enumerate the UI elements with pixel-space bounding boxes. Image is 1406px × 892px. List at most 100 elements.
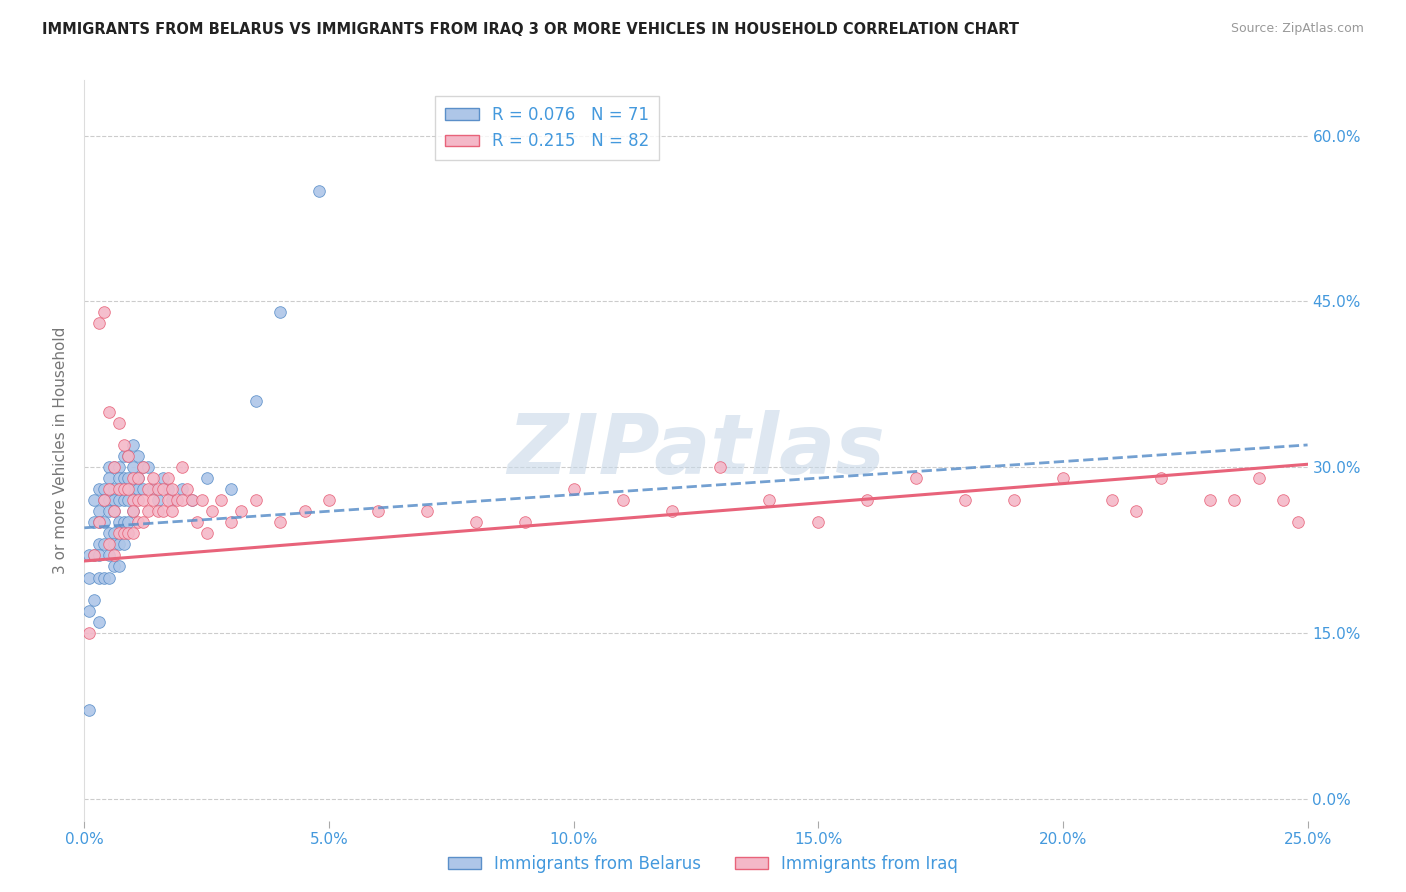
Point bbox=[709, 460, 731, 475]
Point bbox=[87, 537, 110, 551]
Point bbox=[367, 504, 389, 518]
Point bbox=[122, 504, 145, 518]
Point bbox=[612, 493, 634, 508]
Point bbox=[122, 438, 145, 452]
Point bbox=[103, 549, 125, 563]
Point bbox=[122, 504, 145, 518]
Point bbox=[1002, 493, 1025, 508]
Point bbox=[1286, 516, 1309, 530]
Point bbox=[107, 516, 129, 530]
Point bbox=[1101, 493, 1123, 508]
Point bbox=[83, 549, 105, 563]
Point bbox=[122, 482, 145, 496]
Point bbox=[117, 449, 139, 463]
Point bbox=[97, 504, 120, 518]
Point bbox=[103, 460, 125, 475]
Point bbox=[152, 471, 174, 485]
Point bbox=[1272, 493, 1295, 508]
Point bbox=[112, 482, 135, 496]
Point bbox=[1150, 471, 1173, 485]
Point bbox=[132, 482, 155, 496]
Point bbox=[83, 516, 105, 530]
Point bbox=[181, 493, 204, 508]
Point bbox=[1223, 493, 1246, 508]
Point bbox=[107, 526, 129, 541]
Point bbox=[87, 482, 110, 496]
Point bbox=[103, 482, 125, 496]
Point bbox=[464, 516, 486, 530]
Point bbox=[107, 493, 129, 508]
Point bbox=[856, 493, 879, 508]
Point bbox=[87, 516, 110, 530]
Point bbox=[77, 570, 100, 584]
Point bbox=[107, 416, 129, 430]
Point bbox=[146, 482, 169, 496]
Point bbox=[77, 549, 100, 563]
Point bbox=[245, 493, 267, 508]
Point bbox=[112, 493, 135, 508]
Point bbox=[117, 449, 139, 463]
Point bbox=[93, 482, 115, 496]
Point bbox=[132, 460, 155, 475]
Point bbox=[93, 305, 115, 319]
Point bbox=[97, 493, 120, 508]
Point bbox=[127, 471, 149, 485]
Point bbox=[136, 460, 159, 475]
Point bbox=[562, 482, 585, 496]
Point bbox=[953, 493, 976, 508]
Point bbox=[97, 537, 120, 551]
Point bbox=[83, 592, 105, 607]
Point bbox=[181, 493, 204, 508]
Point bbox=[83, 549, 105, 563]
Point bbox=[1052, 471, 1074, 485]
Point bbox=[209, 493, 232, 508]
Point bbox=[93, 493, 115, 508]
Point bbox=[156, 471, 179, 485]
Point bbox=[162, 504, 184, 518]
Point bbox=[87, 549, 110, 563]
Point bbox=[152, 504, 174, 518]
Point bbox=[103, 460, 125, 475]
Point bbox=[122, 460, 145, 475]
Point bbox=[97, 526, 120, 541]
Y-axis label: 3 or more Vehicles in Household: 3 or more Vehicles in Household bbox=[53, 326, 69, 574]
Point bbox=[87, 570, 110, 584]
Point bbox=[77, 703, 100, 717]
Text: Source: ZipAtlas.com: Source: ZipAtlas.com bbox=[1230, 22, 1364, 36]
Point bbox=[107, 537, 129, 551]
Point bbox=[166, 493, 188, 508]
Point bbox=[83, 493, 105, 508]
Point bbox=[107, 460, 129, 475]
Point bbox=[93, 537, 115, 551]
Point bbox=[513, 516, 536, 530]
Point bbox=[172, 460, 194, 475]
Point bbox=[97, 471, 120, 485]
Point bbox=[97, 405, 120, 419]
Legend: Immigrants from Belarus, Immigrants from Iraq: Immigrants from Belarus, Immigrants from… bbox=[441, 848, 965, 880]
Point bbox=[117, 493, 139, 508]
Point bbox=[127, 449, 149, 463]
Point bbox=[136, 482, 159, 496]
Point bbox=[107, 482, 129, 496]
Point bbox=[156, 482, 179, 496]
Point bbox=[87, 317, 110, 331]
Point bbox=[93, 516, 115, 530]
Point bbox=[191, 493, 214, 508]
Point bbox=[807, 516, 830, 530]
Point bbox=[117, 471, 139, 485]
Point bbox=[103, 504, 125, 518]
Point bbox=[905, 471, 928, 485]
Point bbox=[97, 570, 120, 584]
Point bbox=[127, 471, 149, 485]
Point bbox=[93, 493, 115, 508]
Point bbox=[132, 460, 155, 475]
Point bbox=[245, 393, 267, 408]
Point bbox=[127, 516, 149, 530]
Text: ZIPatlas: ZIPatlas bbox=[508, 410, 884, 491]
Point bbox=[77, 625, 100, 640]
Point bbox=[97, 460, 120, 475]
Point bbox=[142, 482, 165, 496]
Point bbox=[112, 449, 135, 463]
Point bbox=[117, 482, 139, 496]
Point bbox=[97, 482, 120, 496]
